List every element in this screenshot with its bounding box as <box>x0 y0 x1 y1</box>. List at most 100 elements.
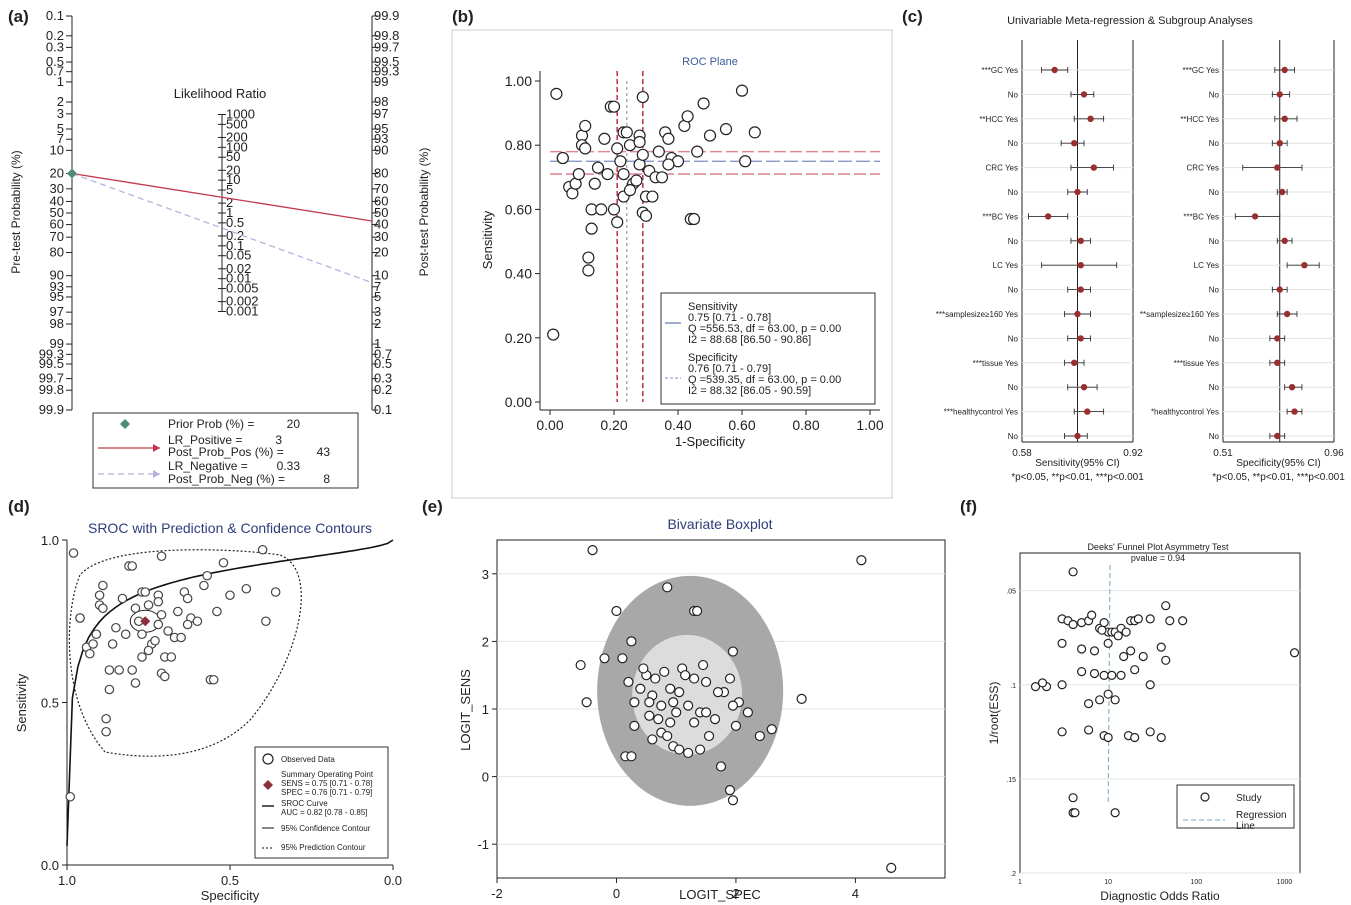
d-legend-box <box>254 746 389 859</box>
posttest-tick-label: 0.3 <box>374 371 392 386</box>
roc-point <box>739 155 752 168</box>
roc-point <box>601 167 614 181</box>
roc-point <box>623 184 637 197</box>
posttest-tick-label: 99 <box>374 74 388 89</box>
f-point <box>1057 638 1067 648</box>
b-legend-spec-title: Specificity <box>688 352 738 364</box>
pretest-tick-label: 0.3 <box>46 39 64 54</box>
sroc-observed-point <box>107 639 118 649</box>
legend-positive-arrow <box>153 444 160 452</box>
c-sens-row-label: No <box>1008 188 1019 197</box>
e-point <box>700 707 712 718</box>
roc-point <box>591 161 605 174</box>
c-sens-estimate <box>1077 237 1084 244</box>
pretest-tick-label: 0.5 <box>46 54 64 69</box>
posttest-tick-label: 80 <box>374 165 388 180</box>
d-legend-pred: 95% Prediction Contour <box>281 843 366 852</box>
roc-point <box>646 190 659 203</box>
f-point <box>1121 627 1131 637</box>
f-point <box>1099 618 1109 628</box>
e-point <box>689 717 700 728</box>
f-point <box>1161 601 1171 611</box>
roc-point <box>630 174 643 187</box>
pretest-tick-label: 99.7 <box>39 371 64 386</box>
roc-point <box>547 328 560 341</box>
panel-label-b: (b) <box>452 7 474 26</box>
posttest-tick-label: 7 <box>374 279 381 294</box>
d-y-label: Sensitivity <box>14 673 29 732</box>
prior-prob-marker <box>67 168 77 179</box>
e-point <box>886 862 897 873</box>
panel-e: (e) -1 0 1 2 3 -2 0 2 4 Bivariate Boxplot LOGIT_SPE… <box>422 497 946 902</box>
f-x-tick-label: 10 <box>1104 879 1112 886</box>
e-point <box>626 751 637 762</box>
roc-point <box>652 145 665 158</box>
c-sens-row-label: No <box>1008 139 1019 148</box>
sroc-curve <box>66 539 394 846</box>
posttest-tick-label: 99.7 <box>374 39 399 54</box>
pretest-tick-label: 20 <box>50 165 64 180</box>
c-sens-estimate <box>1074 310 1081 318</box>
f-point <box>1156 732 1166 743</box>
e-point <box>730 720 742 732</box>
d-legend-sens: SENS = 0.75 [0.71 - 0.78] <box>281 779 372 788</box>
c-spec-row-label: **HCC Yes <box>1180 115 1219 124</box>
e-point <box>638 663 649 674</box>
f-point <box>1103 689 1113 699</box>
roc-point <box>633 135 646 149</box>
c-spec-row-label: ***tissue Yes <box>1174 359 1219 368</box>
f-y-label: 1/root(ESS) <box>987 682 1001 745</box>
pretest-tick-label: 2 <box>57 94 64 109</box>
lr-tick-label: 0.001 <box>226 304 259 319</box>
e-point <box>626 636 637 647</box>
lr-tick-label: 1000 <box>226 106 255 121</box>
f-point <box>1099 670 1109 680</box>
f-point <box>1116 670 1126 680</box>
f-point <box>1103 638 1113 648</box>
c-sens-x-label: Sensitivity(95% CI) <box>1035 458 1119 469</box>
posttest-tick-label: 10 <box>374 268 388 283</box>
posttest-tick-label: 40 <box>374 217 388 232</box>
f-point <box>1289 648 1300 658</box>
panel-c: (c) Univariable Meta-regression & Subgrou… <box>902 7 1345 483</box>
pretest-tick-label: 5 <box>57 121 64 136</box>
sroc-observed-point <box>75 613 85 623</box>
f-point <box>1068 567 1078 577</box>
e-y-tick-label: -1 <box>477 837 489 852</box>
sroc-observed-point <box>261 616 271 627</box>
posttest-tick-label: 1 <box>374 336 381 351</box>
sroc-observed-point <box>192 616 203 627</box>
lr-tick-label: 0.02 <box>226 261 251 276</box>
b-legend-sens-line1: 0.75 [0.71 - 0.78] <box>688 312 771 324</box>
e-x-tick-label: 0 <box>613 886 620 901</box>
f-point <box>1077 666 1087 677</box>
e-point <box>724 785 736 796</box>
f-point <box>1145 614 1155 624</box>
f-point <box>1089 646 1100 656</box>
c-spec-estimate <box>1274 335 1281 342</box>
roc-point <box>550 87 563 100</box>
lr-tick-label: 0.002 <box>226 294 259 309</box>
sroc-observed-point <box>270 587 281 597</box>
e-y-tick-label: 3 <box>482 567 489 582</box>
f-point <box>1145 680 1155 690</box>
f-point <box>1070 808 1080 818</box>
sroc-observed-point <box>114 665 124 675</box>
c-spec-x-label: Specificity(95% CI) <box>1236 458 1320 469</box>
e-point <box>647 734 658 745</box>
c-spec-row-label: No <box>1209 139 1220 148</box>
roc-point <box>607 203 621 216</box>
posttest-tick-label: 20 <box>374 245 388 260</box>
e-point <box>692 605 703 617</box>
e-point <box>629 697 640 708</box>
sroc-observed-point <box>212 606 222 617</box>
pretest-tick-label: 0.7 <box>46 64 64 79</box>
b-x-tick-label: 0.20 <box>600 417 627 433</box>
sroc-observed-point <box>153 619 164 630</box>
e-point <box>635 683 646 694</box>
legend-negative-arrow <box>153 470 160 478</box>
posttest-tick-label: 3 <box>374 304 381 319</box>
pretest-tick-label: 0.2 <box>46 28 64 43</box>
c-sens-estimate <box>1077 335 1084 342</box>
b-legend-sens-line2: Q =556.53, df = 63.00, p = 0.00 <box>688 323 841 335</box>
